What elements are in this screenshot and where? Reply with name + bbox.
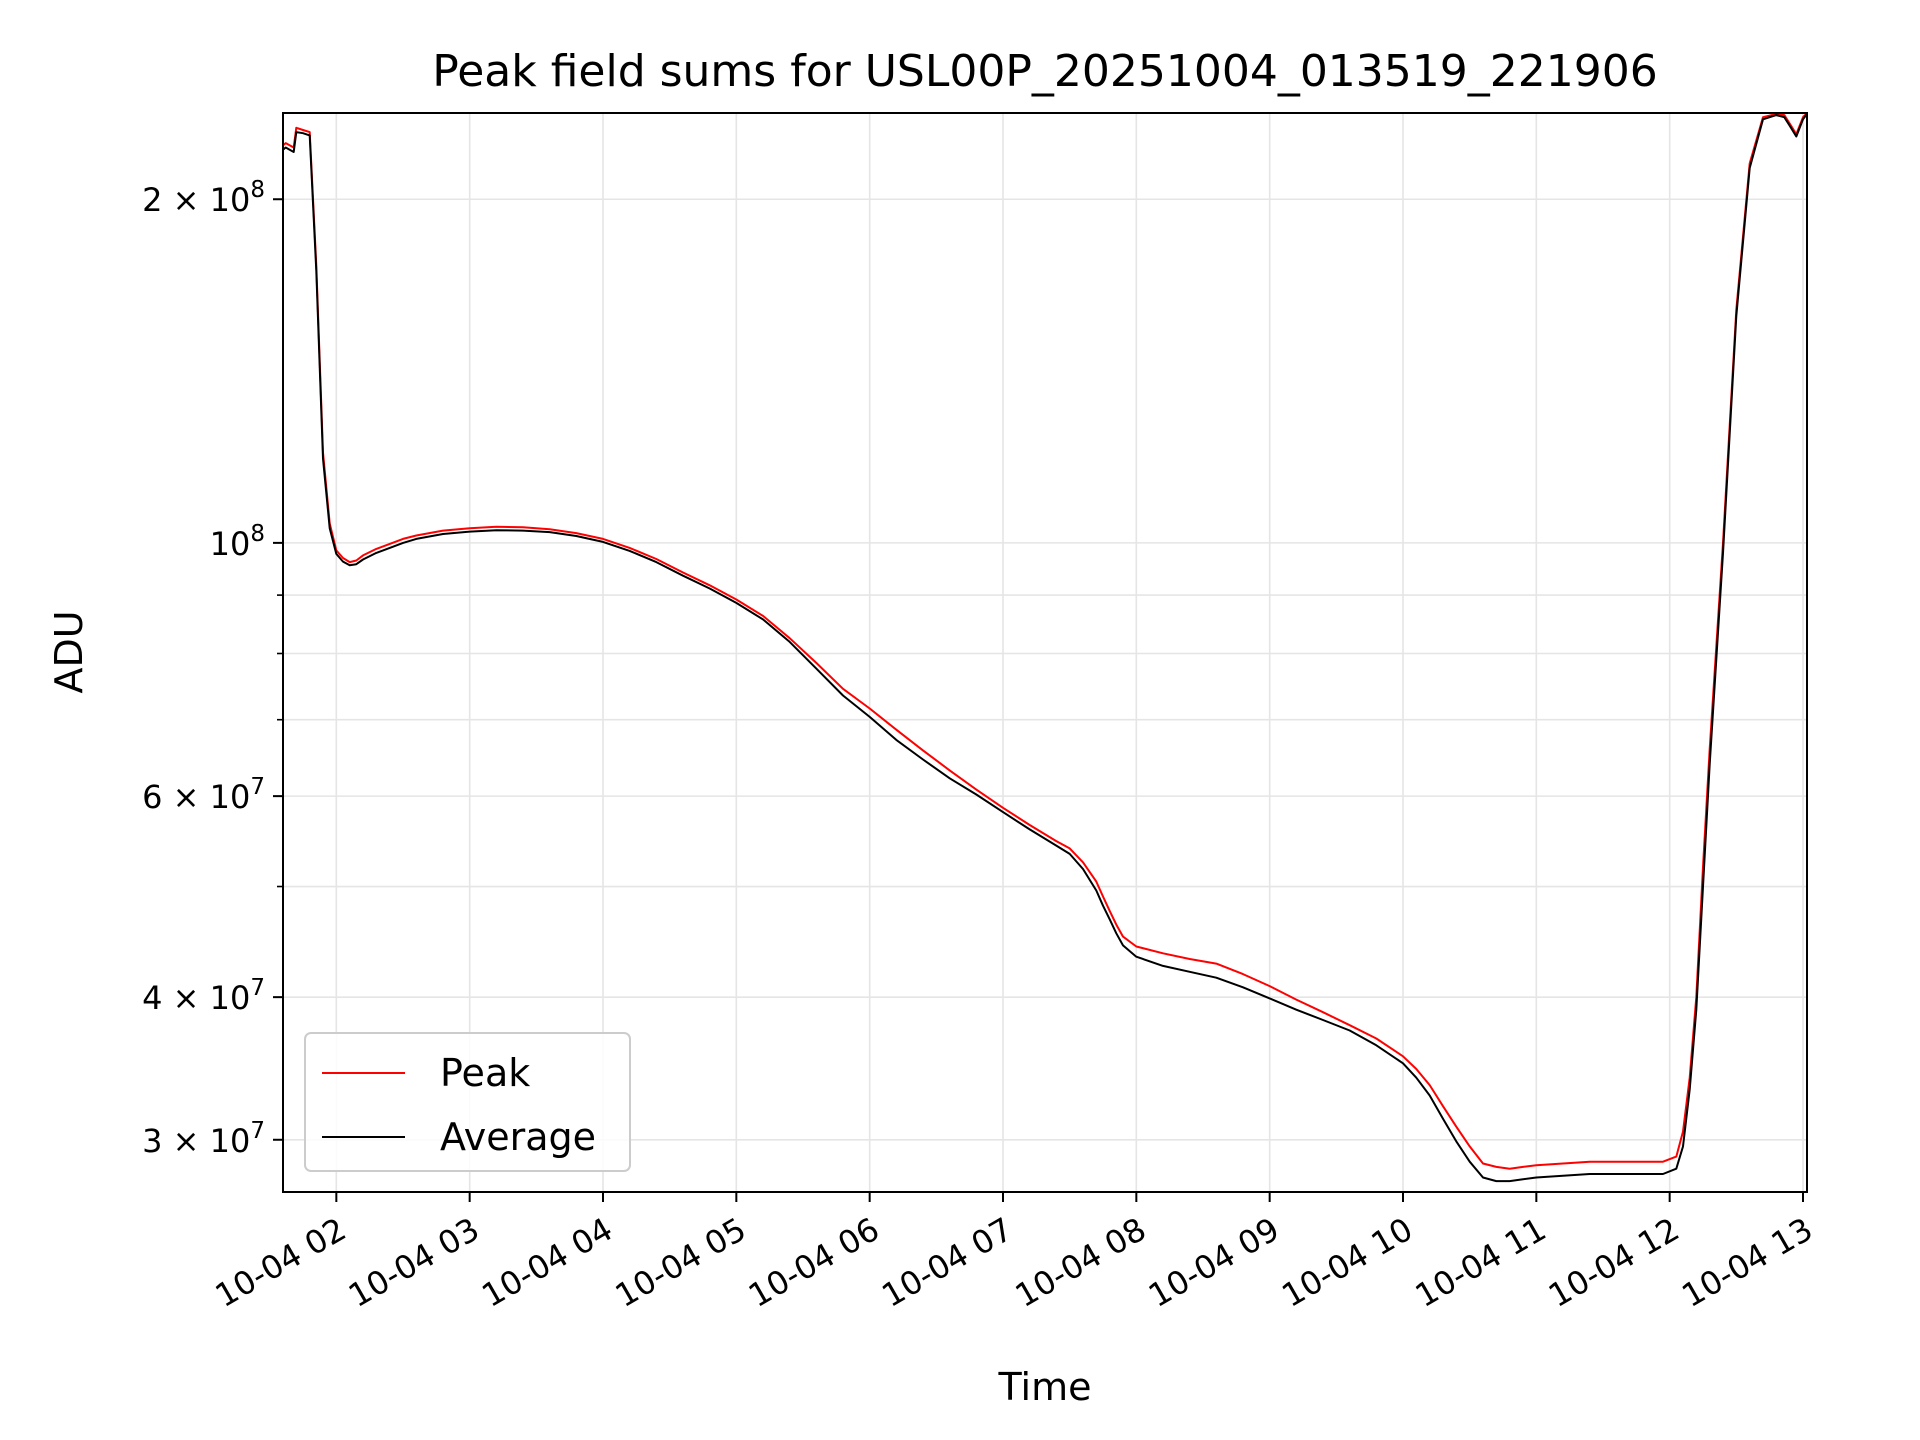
x-tick-label: 10-04 11	[1409, 1210, 1553, 1315]
x-axis-label: Time	[998, 1365, 1092, 1409]
chart-title: Peak field sums for USL00P_20251004_0135…	[432, 46, 1658, 97]
plot-frame	[282, 112, 1808, 1193]
y-tick-label: 108	[210, 521, 265, 563]
y-tick-label: 3 × 107	[142, 1118, 265, 1160]
y-tick-label: 2 × 108	[142, 177, 265, 219]
x-tick-label: 10-04 09	[1142, 1210, 1286, 1315]
x-tick-label: 10-04 06	[742, 1210, 886, 1315]
x-tick-label: 10-04 07	[875, 1210, 1019, 1315]
y-tick-label: 4 × 107	[142, 975, 265, 1017]
x-tick-label: 10-04 12	[1542, 1210, 1686, 1315]
x-tick-label: 10-04 04	[475, 1210, 619, 1315]
y-tick-label: 6 × 107	[142, 774, 265, 816]
y-axis-label: ADU	[47, 610, 91, 693]
grid	[283, 113, 1807, 1192]
legend-label-peak: Peak	[440, 1051, 530, 1095]
series-line-average	[283, 113, 1807, 1183]
x-tick-label: 10-04 10	[1275, 1210, 1419, 1315]
series-line-peak	[283, 113, 1807, 1170]
x-tick-label: 10-04 13	[1675, 1210, 1819, 1315]
x-tick-label: 10-04 08	[1009, 1210, 1153, 1315]
x-tick-label: 10-04 05	[609, 1210, 753, 1315]
series-group	[283, 113, 1807, 1183]
legend: Peak Average	[304, 1032, 631, 1172]
legend-label-average: Average	[440, 1115, 596, 1159]
x-tick-label: 10-04 02	[209, 1210, 353, 1315]
x-tick-label: 10-04 03	[342, 1210, 486, 1315]
